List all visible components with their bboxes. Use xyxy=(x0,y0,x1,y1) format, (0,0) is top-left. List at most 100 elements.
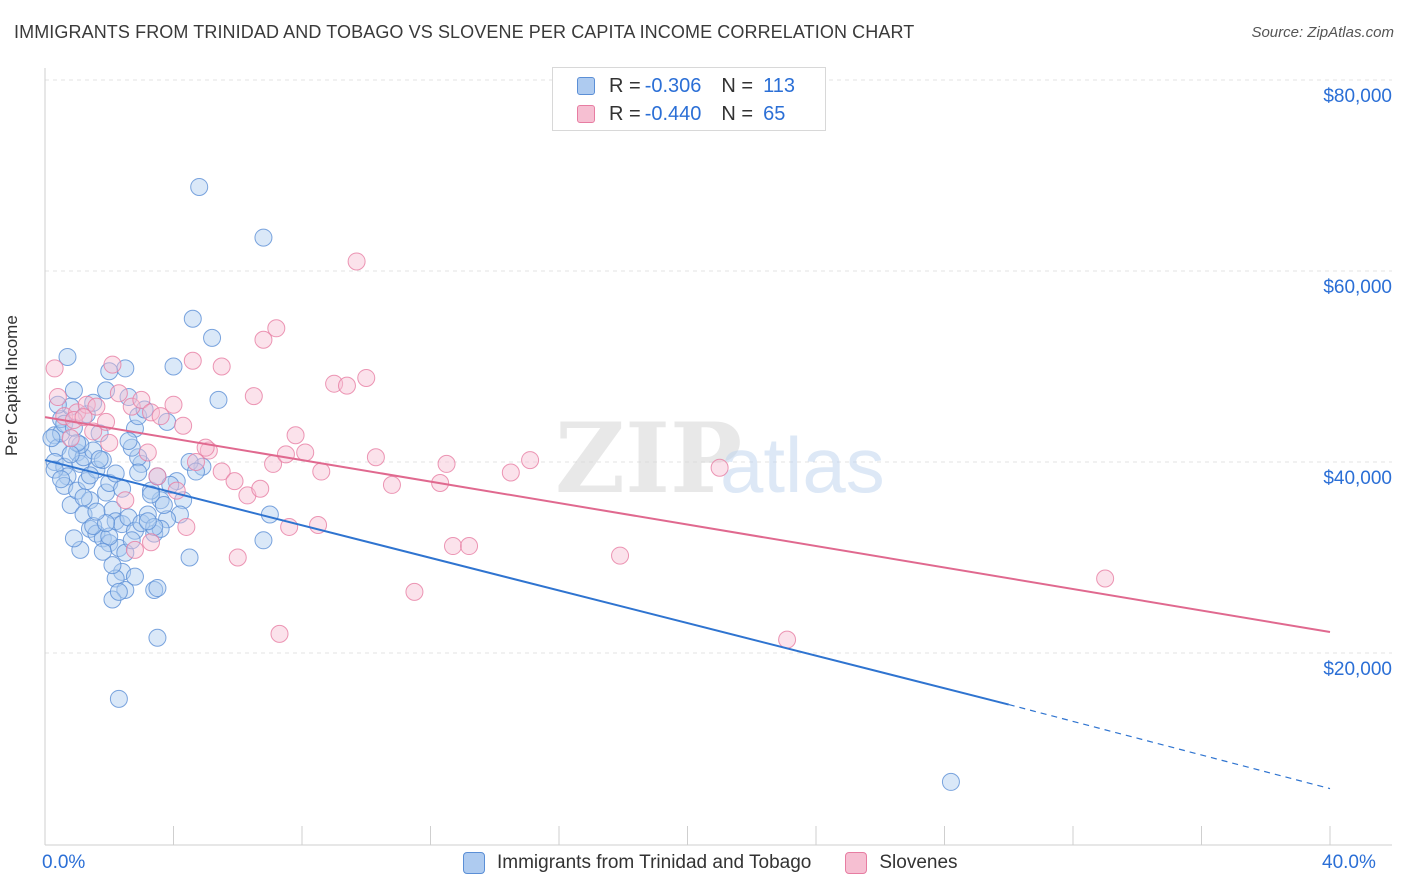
point-slovenes-60 xyxy=(100,433,119,452)
point-trinidad-66 xyxy=(138,512,157,531)
watermark-atlas: atlas xyxy=(720,421,885,509)
point-slovenes-58 xyxy=(148,467,167,486)
series-legend: Immigrants from Trinidad and Tobago Slov… xyxy=(463,852,992,874)
point-slovenes-46 xyxy=(212,357,231,376)
point-slovenes-24 xyxy=(286,426,305,445)
point-trinidad-32 xyxy=(71,540,90,559)
point-slovenes-17 xyxy=(199,441,218,460)
point-trinidad-78 xyxy=(260,505,279,524)
point-trinidad-71 xyxy=(145,580,164,599)
point-slovenes-31 xyxy=(382,475,401,494)
point-slovenes-21 xyxy=(251,479,270,498)
blue-swatch xyxy=(577,77,595,95)
point-slovenes-50 xyxy=(125,540,144,559)
point-trinidad-81 xyxy=(109,689,128,708)
point-trinidad-88 xyxy=(48,395,67,414)
r-label: R = xyxy=(609,74,641,97)
stats-legend-row-blue: R = -0.306 N = 113 xyxy=(577,73,795,99)
point-trinidad-91 xyxy=(100,527,119,546)
point-slovenes-1 xyxy=(48,388,67,407)
point-trinidad-93 xyxy=(154,495,173,514)
trend-line-trinidad xyxy=(44,459,1009,706)
point-trinidad-102 xyxy=(61,445,80,464)
point-trinidad-92 xyxy=(97,514,116,533)
point-trinidad-87 xyxy=(90,450,109,469)
point-trinidad-37 xyxy=(125,521,144,540)
point-trinidad-85 xyxy=(71,435,90,454)
point-trinidad-74 xyxy=(109,582,128,601)
point-slovenes-53 xyxy=(228,548,247,567)
point-trinidad-54 xyxy=(58,347,77,366)
point-trinidad-95 xyxy=(68,433,87,452)
point-trinidad-111 xyxy=(93,542,112,561)
point-trinidad-33 xyxy=(64,529,83,548)
point-slovenes-15 xyxy=(174,416,193,435)
trinidad-swatch xyxy=(463,852,485,874)
point-slovenes-30 xyxy=(366,448,385,467)
point-trinidad-109 xyxy=(119,431,138,450)
point-slovenes-51 xyxy=(142,533,161,552)
point-slovenes-23 xyxy=(276,445,295,464)
y-tick-label-80000: $80,000 xyxy=(1323,86,1392,107)
n-value: 65 xyxy=(763,102,786,125)
point-slovenes-34 xyxy=(437,454,456,473)
slovenes-swatch xyxy=(845,852,868,874)
point-slovenes-8 xyxy=(103,355,122,374)
point-trinidad-58 xyxy=(209,390,228,409)
point-slovenes-42 xyxy=(1096,569,1115,588)
n-label: N = xyxy=(721,102,754,125)
point-slovenes-19 xyxy=(225,472,244,491)
point-trinidad-67 xyxy=(122,531,141,550)
point-slovenes-62 xyxy=(74,408,93,427)
point-slovenes-45 xyxy=(254,330,273,349)
point-slovenes-16 xyxy=(186,453,205,471)
legend-item-trinidad[interactable]: Immigrants from Trinidad and Tobago xyxy=(463,852,811,874)
point-slovenes-63 xyxy=(244,387,263,406)
point-slovenes-38 xyxy=(521,451,540,470)
point-slovenes-47 xyxy=(183,351,202,370)
chart-title: IMMIGRANTS FROM TRINIDAD AND TOBAGO VS S… xyxy=(14,22,915,42)
point-slovenes-6 xyxy=(87,397,106,416)
point-slovenes-41 xyxy=(778,630,797,649)
point-trinidad-106 xyxy=(186,462,205,481)
legend-label-trinidad: Immigrants from Trinidad and Tobago xyxy=(497,852,812,873)
point-trinidad-19 xyxy=(90,424,109,443)
point-trinidad-75 xyxy=(148,628,167,647)
y-tick-label-40000: $40,000 xyxy=(1323,468,1392,489)
point-trinidad-73 xyxy=(103,590,122,609)
point-slovenes-54 xyxy=(270,624,289,643)
point-slovenes-29 xyxy=(357,368,376,387)
point-trinidad-72 xyxy=(148,579,167,598)
point-slovenes-52 xyxy=(167,481,186,500)
point-trinidad-14 xyxy=(68,481,87,500)
point-slovenes-39 xyxy=(611,546,630,565)
r-value: -0.440 xyxy=(644,102,702,125)
point-trinidad-84 xyxy=(45,460,64,479)
point-slovenes-3 xyxy=(61,429,80,448)
point-trinidad-41 xyxy=(151,491,170,510)
trend-line-slovenes xyxy=(44,416,1331,633)
legend-item-slovenes[interactable]: Slovenes xyxy=(845,852,958,874)
stats-legend-row-pink: R = -0.440 N = 65 xyxy=(577,101,785,127)
point-slovenes-13 xyxy=(151,407,170,426)
point-slovenes-11 xyxy=(132,390,151,409)
point-slovenes-44 xyxy=(267,319,286,338)
point-trinidad-82 xyxy=(941,772,960,791)
point-slovenes-48 xyxy=(138,443,157,462)
source-note: Source: ZipAtlas.com xyxy=(1251,24,1394,41)
point-slovenes-36 xyxy=(460,537,479,556)
point-trinidad-60 xyxy=(180,453,199,471)
point-trinidad-70 xyxy=(116,580,135,599)
point-slovenes-43 xyxy=(347,252,366,271)
point-trinidad-8 xyxy=(64,381,83,400)
point-trinidad-83 xyxy=(42,429,61,448)
point-trinidad-80 xyxy=(254,228,273,247)
point-trinidad-45 xyxy=(129,448,148,467)
point-slovenes-57 xyxy=(196,438,215,457)
point-trinidad-76 xyxy=(180,548,199,567)
n-label: N = xyxy=(721,74,754,97)
point-trinidad-26 xyxy=(80,519,99,538)
point-trinidad-69 xyxy=(106,569,125,588)
y-tick-label-20000: $20,000 xyxy=(1323,659,1392,680)
